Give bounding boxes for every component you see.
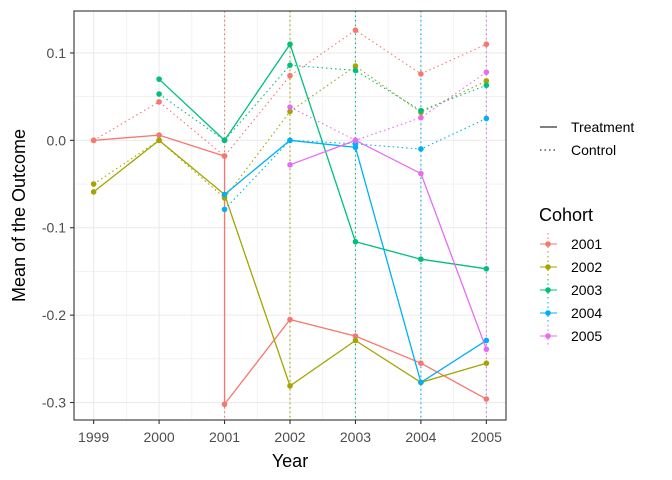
y-tick-label: -0.1 [42, 220, 66, 236]
control-point-2003 [287, 62, 293, 68]
x-tick-label: 2003 [340, 429, 371, 445]
treatment-line-2003 [158, 42, 487, 270]
x-tick-label: 2001 [209, 429, 240, 445]
treatment-point-2004 [221, 191, 228, 198]
treatment-point-2003 [483, 266, 490, 272]
treatment-point-2001 [418, 360, 424, 366]
control-point-2004 [221, 206, 228, 213]
cohort-legend-point-2003 [545, 287, 551, 293]
treatment-point-2001 [221, 401, 228, 408]
treatment-point-2005 [352, 137, 359, 144]
treatment-point-2004 [352, 144, 359, 151]
control-point-2003 [352, 67, 359, 74]
cohort-legend-label-2004: 2004 [571, 305, 602, 321]
control-point-2002 [483, 78, 490, 84]
x-tick-label: 2004 [405, 429, 436, 445]
control-point-2005 [287, 104, 293, 110]
series-points [90, 27, 490, 408]
control-point-2002 [287, 108, 293, 115]
cohort-legend-label-2002: 2002 [571, 259, 602, 275]
control-line-2005 [289, 71, 487, 141]
treatment-point-2005 [483, 346, 490, 353]
cohort-legend-point-2005 [545, 333, 551, 339]
cohort-legend-title: Cohort [539, 205, 593, 225]
treatment-point-2003 [287, 41, 293, 48]
treatment-point-2001 [352, 333, 359, 339]
y-tick-label: -0.2 [42, 307, 66, 323]
cohort-legend-label-2003: 2003 [571, 282, 602, 298]
control-point-2001 [418, 71, 424, 77]
treatment-point-2003 [221, 137, 228, 144]
cohort-legend-label-2001: 2001 [571, 236, 602, 252]
y-tick-label: 0.1 [47, 45, 67, 61]
linetype-legend-label: Treatment [571, 119, 634, 135]
x-tick-label: 2000 [144, 429, 175, 445]
treatment-point-2001 [287, 316, 293, 323]
linetype-legend: Treatment Control [540, 119, 634, 158]
treatment-point-2003 [352, 238, 359, 245]
control-point-2001 [287, 72, 293, 79]
treatment-point-2001 [90, 137, 97, 144]
y-tick-label: -0.3 [42, 395, 66, 411]
control-point-2002 [352, 63, 359, 69]
treatment-point-2002 [287, 383, 293, 389]
y-axis-title: Mean of the Outcome [9, 129, 29, 302]
treatment-point-2004 [483, 337, 490, 344]
control-point-2004 [483, 115, 490, 122]
cohort-legend-point-2001 [545, 241, 551, 247]
control-point-2004 [418, 146, 424, 152]
linetype-legend-label: Control [571, 142, 616, 158]
control-point-2002 [90, 181, 97, 187]
control-point-2001 [352, 27, 359, 34]
y-axis: -0.3 -0.2 -0.1 0.0 0.1 [42, 45, 74, 411]
treatment-point-2004 [418, 379, 424, 386]
y-tick-label: 0.0 [47, 132, 67, 148]
control-point-2003 [483, 82, 490, 89]
treatment-point-2005 [287, 162, 293, 168]
x-tick-label: 1999 [78, 429, 109, 445]
cohort-legend-label-2005: 2005 [571, 328, 602, 344]
cohort-legend-point-2004 [545, 310, 551, 316]
treatment-point-2001 [156, 132, 162, 138]
treatment-line-2005 [289, 139, 487, 350]
control-point-2005 [418, 114, 424, 121]
treatment-point-2001 [221, 153, 228, 159]
treatment-point-2003 [156, 76, 162, 82]
treatment-point-2002 [483, 360, 490, 366]
treatment-point-2005 [418, 170, 424, 177]
treatment-point-2002 [90, 189, 97, 195]
treatment-point-2004 [287, 137, 293, 144]
control-point-2005 [483, 69, 490, 75]
treatment-point-2001 [483, 396, 490, 402]
control-point-2001 [156, 99, 162, 105]
cohort-legend-point-2002 [545, 264, 551, 270]
x-tick-label: 2005 [471, 429, 502, 445]
plot-panel [73, 10, 507, 421]
treatment-point-2002 [352, 337, 359, 344]
x-tick-label: 2002 [274, 429, 305, 445]
control-point-2003 [156, 91, 162, 97]
treatment-line-2001 [93, 134, 487, 407]
control-point-2003 [418, 107, 424, 114]
x-axis-title: Year [272, 451, 308, 471]
treatment-point-2002 [156, 137, 162, 144]
control-line-2004 [224, 117, 487, 210]
control-point-2001 [483, 41, 490, 48]
x-axis: 1999 2000 2001 2002 2003 2004 2005 [78, 420, 502, 445]
cohort-legend: Cohort 2001 2002 2003 2004 2005 [539, 205, 602, 347]
control-line-2003 [158, 64, 487, 142]
treatment-point-2003 [418, 256, 424, 262]
